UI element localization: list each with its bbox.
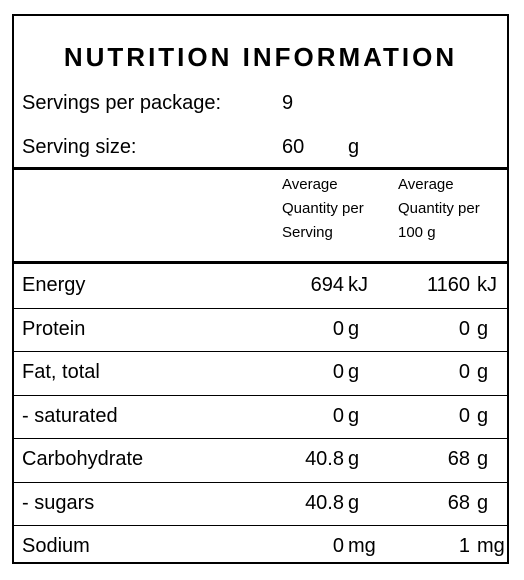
row-divider	[14, 351, 507, 352]
per-100g-value: 1	[458, 535, 470, 557]
table-row: Sodium 0 mg 1 mg	[14, 525, 507, 568]
table-header-divider	[14, 261, 507, 264]
nutrient-label: Sodium	[22, 535, 90, 557]
per-serving-value: 40.8	[305, 448, 344, 470]
per-100g-unit: mg	[477, 535, 505, 557]
per-serving-unit: mg	[348, 535, 376, 557]
column-header-per-100g: Average Quantity per 100 g	[398, 176, 480, 241]
nutrient-label: - sugars	[22, 491, 95, 514]
nutrient-label: Protein	[22, 317, 86, 340]
per-100g-unit: g	[477, 404, 489, 427]
per-100g-unit: g	[477, 361, 489, 383]
per-serving-unit: g	[348, 361, 360, 383]
per-100g-unit: g	[477, 317, 489, 340]
servings-per-package-value: 9	[282, 92, 294, 114]
column-header-per-serving: Average Quantity per Serving	[282, 176, 364, 241]
header-divider	[14, 167, 507, 170]
row-divider	[14, 525, 507, 526]
per-100g-value: 0	[458, 361, 470, 383]
per-serving-unit: g	[348, 404, 360, 427]
nutrient-label: Energy	[22, 274, 86, 296]
per-serving-unit: g	[348, 491, 360, 514]
nutrient-label: Carbohydrate	[22, 448, 144, 470]
table-row: Energy 694 kJ 1160 kJ	[14, 264, 507, 307]
per-serving-value: 0	[332, 535, 344, 557]
nutrient-label: Fat, total	[22, 361, 100, 383]
per-serving-value: 0	[332, 317, 344, 340]
table-row: Carbohydrate 40.8 g 68 g	[14, 438, 507, 481]
servings-per-package-label: Servings per package:	[22, 92, 222, 114]
per-serving-value: 694	[310, 274, 344, 296]
per-serving-unit: kJ	[348, 274, 368, 296]
serving-size-unit: g	[348, 136, 360, 158]
per-100g-value: 68	[447, 491, 470, 514]
serving-size-value: 60	[282, 136, 305, 158]
serving-size-label: Serving size:	[22, 136, 137, 158]
table-row: - saturated 0 g 0 g	[14, 394, 507, 438]
per-100g-unit: g	[477, 491, 489, 514]
per-100g-value: 0	[458, 317, 470, 340]
table-row: Fat, total 0 g 0 g	[14, 351, 507, 394]
per-100g-unit: kJ	[477, 274, 497, 296]
table-row: Protein 0 g 0 g	[14, 307, 507, 351]
per-100g-value: 68	[447, 448, 470, 470]
panel-title: NUTRITION INFORMATION	[63, 42, 458, 72]
per-serving-value: 0	[332, 404, 344, 427]
row-divider	[14, 438, 507, 439]
per-serving-value: 0	[332, 361, 344, 383]
per-serving-value: 40.8	[305, 491, 344, 514]
nutrient-label: - saturated	[22, 404, 118, 427]
per-serving-unit: g	[348, 317, 360, 340]
row-divider	[14, 307, 507, 309]
per-100g-value: 0	[458, 404, 470, 427]
row-divider	[14, 394, 507, 396]
per-100g-value: 1160	[426, 274, 470, 296]
per-100g-unit: g	[477, 448, 489, 470]
per-serving-unit: g	[348, 448, 360, 470]
row-divider	[14, 481, 507, 483]
table-row: - sugars 40.8 g 68 g	[14, 481, 507, 525]
nutrition-panel: NUTRITION INFORMATION Servings per packa…	[12, 14, 509, 564]
